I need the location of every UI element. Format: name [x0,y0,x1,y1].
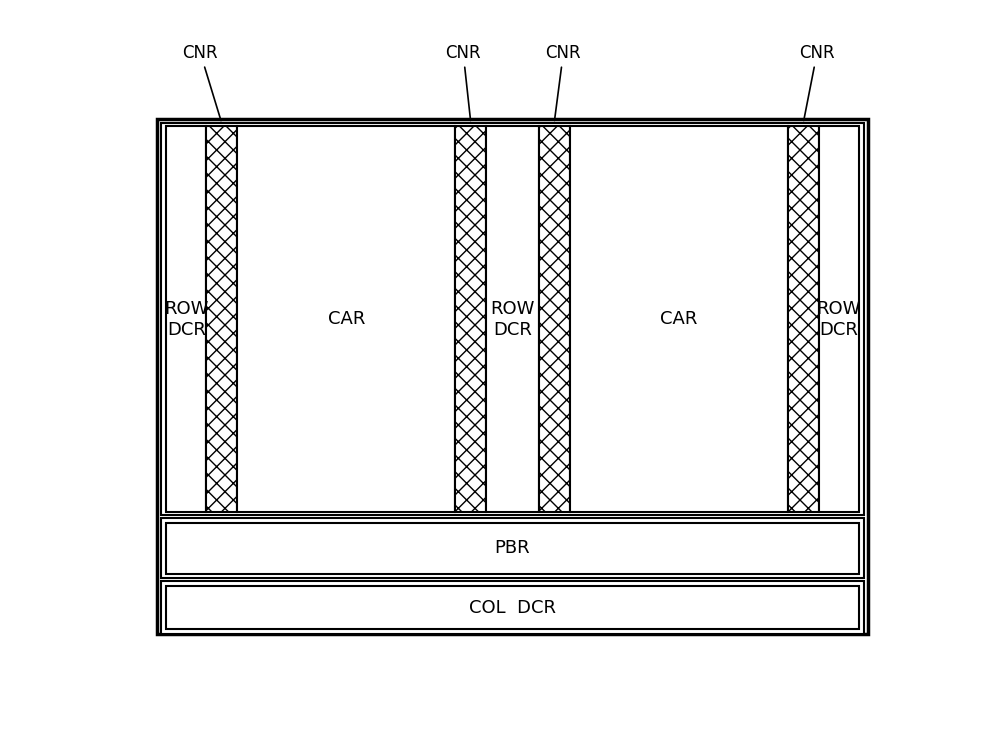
Text: CNR: CNR [182,44,221,121]
Bar [206,127,237,512]
Text: CNR: CNR [445,44,481,121]
Bar [788,127,819,512]
Bar [166,586,859,630]
Bar [819,127,859,512]
Bar [166,523,859,574]
Text: ROW
DCR: ROW DCR [490,299,535,339]
Text: ROW
DCR: ROW DCR [817,299,861,339]
Bar [455,127,486,512]
Bar [486,127,539,512]
Text: CNR: CNR [546,44,581,121]
Text: ROW
DCR: ROW DCR [164,299,208,339]
Bar [161,581,864,634]
Text: PBR: PBR [495,539,530,557]
Bar [161,123,864,516]
Bar [161,519,864,578]
Bar [539,127,570,512]
Bar [157,118,868,634]
Text: CAR: CAR [660,310,697,329]
Bar [570,127,788,512]
Bar [166,127,206,512]
Text: CNR: CNR [799,44,835,121]
Text: COL  DCR: COL DCR [469,599,556,617]
Text: CAR: CAR [328,310,365,329]
Bar [237,127,455,512]
